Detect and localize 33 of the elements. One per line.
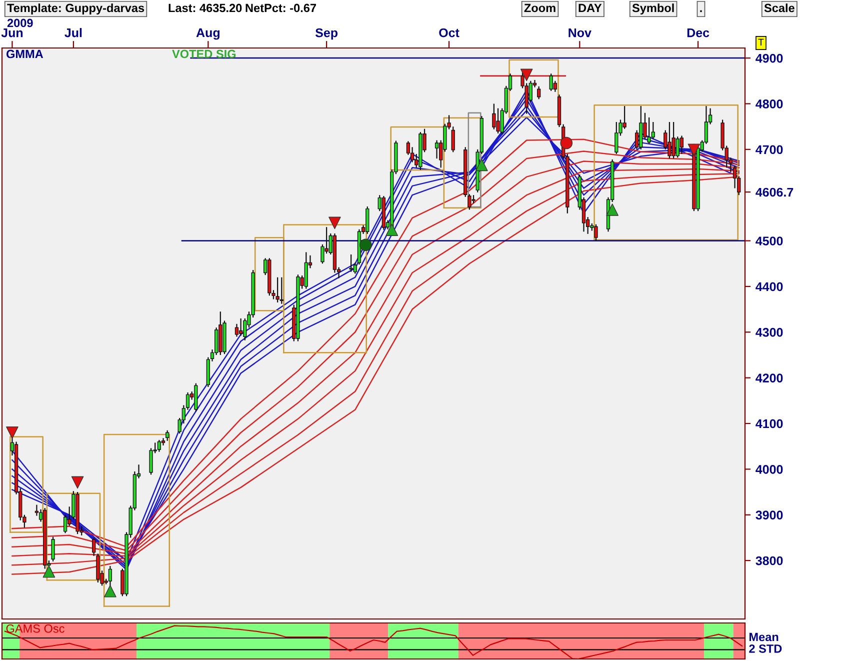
ref-line-label: Mean bbox=[750, 632, 778, 642]
x-tick-label: Oct bbox=[439, 28, 460, 38]
text: T bbox=[758, 38, 764, 46]
y-tick-label: 4300 bbox=[756, 328, 783, 337]
text: Scale bbox=[764, 4, 794, 12]
x-tick-label: Nov bbox=[568, 28, 592, 38]
x-tick-label: Sep bbox=[315, 28, 338, 40]
text: Zoom bbox=[524, 4, 556, 12]
x-tick-label: Jul bbox=[64, 28, 82, 38]
y-tick-label: 4800 bbox=[756, 100, 783, 108]
y-tick-label: 4000 bbox=[756, 464, 783, 474]
text: DAY bbox=[578, 4, 602, 12]
ref-line-label: 2 STD bbox=[749, 644, 782, 653]
y-tick-label: 4606.7 bbox=[756, 188, 794, 197]
text: Symbol bbox=[632, 4, 674, 14]
y-tick-label: 4500 bbox=[756, 236, 783, 246]
y-tick-label: 3800 bbox=[756, 556, 783, 566]
text: 2009 bbox=[7, 18, 33, 28]
text: Template: Guppy-darvas bbox=[7, 4, 144, 14]
y-tick-label: 4200 bbox=[756, 374, 783, 382]
y-tick-label: 4400 bbox=[756, 282, 783, 292]
y-tick-label: 4100 bbox=[756, 419, 783, 428]
x-tick-label: Aug bbox=[196, 28, 220, 40]
text: . bbox=[700, 10, 702, 12]
y-tick-label: 4700 bbox=[756, 145, 783, 154]
y-tick-label: 4900 bbox=[756, 54, 783, 63]
y-tick-label: 3900 bbox=[756, 510, 783, 520]
annotation: GMMA bbox=[6, 50, 44, 58]
text: NetPct: -0.67 bbox=[246, 4, 316, 12]
x-tick-label: Jun bbox=[1, 28, 23, 38]
x-tick-label: Dec bbox=[687, 28, 710, 38]
annotation: VOTED SIG bbox=[172, 50, 236, 58]
text: Last: 4635.20 bbox=[168, 4, 242, 12]
